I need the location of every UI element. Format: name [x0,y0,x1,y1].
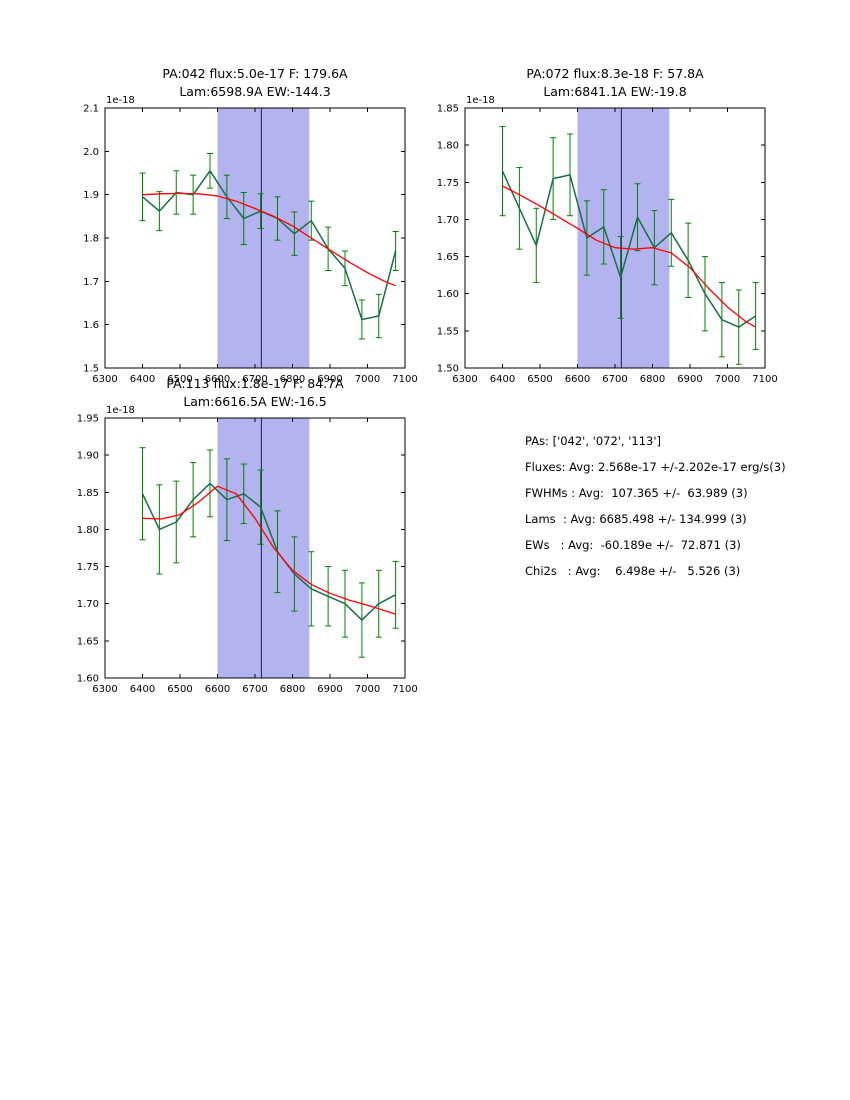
spectrum-plot-pa042: PA:042 flux:5.0e-17 F: 179.6A Lam:6598.9… [60,60,440,399]
svg-text:6400: 6400 [130,684,155,695]
spectrum-plot-pa113: PA:113 flux:1.8e-17 F: 84.7A Lam:6616.5A… [60,370,440,709]
stats-pas: PAs: ['042', '072', '113'] [525,434,662,448]
svg-text:6600: 6600 [565,374,590,385]
svg-text:1.90: 1.90 [77,451,99,462]
svg-text:1.70: 1.70 [77,599,99,610]
svg-text:6700: 6700 [602,374,627,385]
svg-text:1.9: 1.9 [83,190,99,201]
chart-title-line2: Lam:6841.1A EW:-19.8 [543,84,686,99]
svg-text:6600: 6600 [205,684,230,695]
plot-area: 6300 6400 6500 6600 6700 6800 6900 7000 7100 1.5 1… [83,95,418,385]
plot-area: 6300 6400 6500 6600 6700 6800 6900 7000 7100 1.60… [77,405,418,695]
svg-text:6900: 6900 [677,374,702,385]
svg-text:7000: 7000 [715,374,740,385]
svg-text:1.50: 1.50 [437,364,459,375]
summary-stats: PAs: ['042', '072', '113'] Fluxes: Avg: … [525,428,786,584]
svg-text:6700: 6700 [242,684,267,695]
plot-svg-pa072: PA:072 flux:8.3e-18 F: 57.8A Lam:6841.1A… [437,66,778,385]
svg-text:1.70: 1.70 [437,215,459,226]
stats-lams: Lams : Avg: 6685.498 +/- 134.999 (3) [525,512,747,526]
svg-text:1e-18: 1e-18 [106,95,135,106]
svg-text:7100: 7100 [752,374,777,385]
svg-text:1.65: 1.65 [77,636,99,647]
svg-text:7000: 7000 [355,374,380,385]
svg-text:6400: 6400 [490,374,515,385]
svg-text:1.55: 1.55 [437,326,459,337]
svg-text:1.8: 1.8 [83,234,99,245]
svg-text:6300: 6300 [92,684,117,695]
svg-text:6300: 6300 [92,374,117,385]
svg-text:1.65: 1.65 [437,252,459,263]
stats-ews: EWs : Avg: -60.189e +/- 72.871 (3) [525,538,741,552]
plot-svg-pa042: PA:042 flux:5.0e-17 F: 179.6A Lam:6598.9… [83,66,418,385]
svg-text:6500: 6500 [167,684,192,695]
svg-text:6900: 6900 [317,374,342,385]
stats-chi2s: Chi2s : Avg: 6.498e +/- 5.526 (3) [525,564,741,578]
chart-title-line2: Lam:6616.5A EW:-16.5 [183,394,326,409]
svg-text:1e-18: 1e-18 [466,95,495,106]
svg-text:7100: 7100 [392,684,417,695]
chart-title-line1: PA:113 flux:1.8e-17 F: 84.7A [166,376,344,391]
chart-title-line1: PA:042 flux:5.0e-17 F: 179.6A [162,66,348,81]
svg-text:1.85: 1.85 [77,488,99,499]
svg-text:6800: 6800 [280,684,305,695]
svg-text:7000: 7000 [355,684,380,695]
svg-text:1.60: 1.60 [437,289,459,300]
svg-text:6800: 6800 [280,374,305,385]
svg-text:1.80: 1.80 [437,141,459,152]
svg-text:6500: 6500 [527,374,552,385]
svg-text:1.5: 1.5 [83,364,99,375]
stats-fluxes: Fluxes: Avg: 2.568e-17 +/-2.202e-17 erg/… [525,460,786,474]
svg-text:6700: 6700 [242,374,267,385]
spectrum-plot-pa072: PA:072 flux:8.3e-18 F: 57.8A Lam:6841.1A… [420,60,800,399]
svg-text:1e-18: 1e-18 [106,405,135,416]
svg-text:1.80: 1.80 [77,525,99,536]
svg-text:7100: 7100 [392,374,417,385]
plot-svg-pa113: PA:113 flux:1.8e-17 F: 84.7A Lam:6616.5A… [77,376,418,695]
svg-text:1.75: 1.75 [437,178,459,189]
svg-text:1.60: 1.60 [77,674,99,685]
svg-text:6400: 6400 [130,374,155,385]
stats-fwhms: FWHMs : Avg: 107.365 +/- 63.989 (3) [525,486,748,500]
svg-text:6300: 6300 [452,374,477,385]
plot-area: 6300 6400 6500 6600 6700 6800 6900 7000 7100 1.50… [437,95,778,385]
svg-text:1.7: 1.7 [83,277,99,288]
svg-text:1.95: 1.95 [77,414,99,425]
svg-text:6500: 6500 [167,374,192,385]
svg-text:6600: 6600 [205,374,230,385]
svg-text:2.0: 2.0 [83,147,99,158]
svg-text:1.75: 1.75 [77,562,99,573]
svg-text:6800: 6800 [640,374,665,385]
svg-text:1.85: 1.85 [437,104,459,115]
svg-text:2.1: 2.1 [83,104,99,115]
svg-text:6900: 6900 [317,684,342,695]
svg-text:1.6: 1.6 [83,320,99,331]
chart-title-line2: Lam:6598.9A EW:-144.3 [179,84,330,99]
chart-title-line1: PA:072 flux:8.3e-18 F: 57.8A [526,66,704,81]
